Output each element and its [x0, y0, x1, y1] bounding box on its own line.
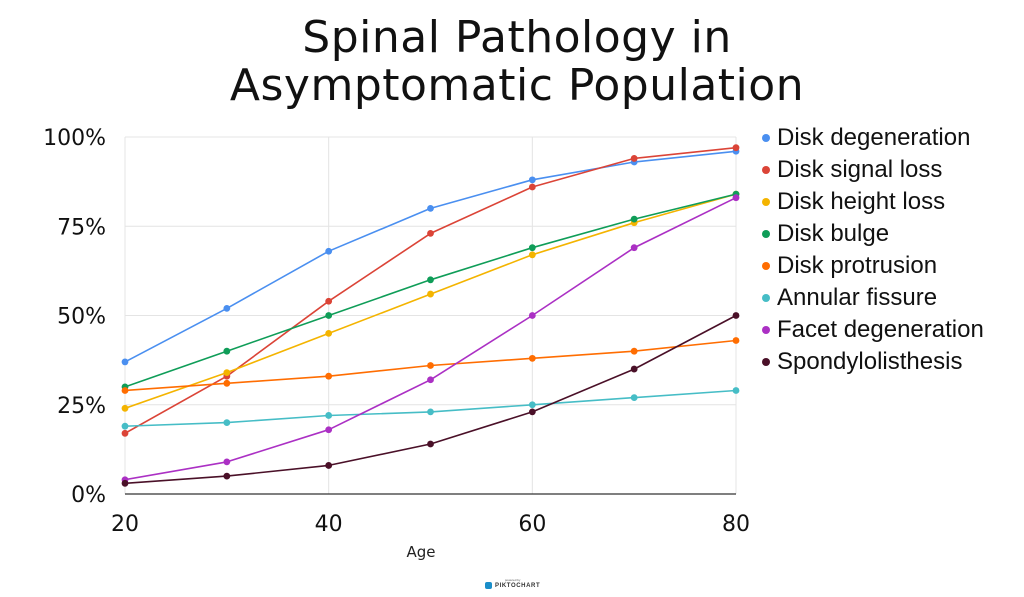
piktochart-wordmark: PIKTOCHART — [495, 582, 541, 589]
legend-label: Spondylolisthesis — [777, 348, 963, 375]
legend-item: Disk degeneration — [762, 122, 984, 154]
legend-marker-icon — [762, 166, 770, 174]
data-point — [121, 404, 129, 412]
data-point — [223, 458, 231, 466]
data-point — [528, 354, 536, 362]
data-point — [732, 387, 740, 394]
data-point — [223, 304, 231, 312]
legend-label: Disk bulge — [777, 220, 890, 247]
data-point — [732, 337, 740, 344]
chart-title-line-1: Spinal Pathology in — [302, 12, 732, 63]
data-point — [732, 312, 740, 319]
legend-item: Disk height loss — [762, 186, 984, 218]
data-point — [325, 462, 333, 469]
data-point — [528, 244, 536, 252]
data-point — [528, 176, 536, 184]
legend-item: Disk bulge — [762, 218, 984, 250]
piktochart-logo-icon — [485, 582, 492, 589]
series-line — [124, 389, 737, 427]
data-point — [223, 379, 231, 387]
x-tick-label: 60 — [518, 512, 546, 537]
y-tick-label: 0% — [71, 483, 106, 508]
series-line — [124, 314, 737, 485]
series-line — [124, 193, 737, 388]
data-point — [325, 426, 333, 434]
data-point — [325, 312, 333, 319]
powered-by-label: powered by — [504, 578, 521, 582]
data-point — [427, 408, 434, 416]
data-point — [528, 312, 536, 319]
piktochart-branding: powered by PIKTOCHART — [485, 578, 540, 589]
legend-label: Facet degeneration — [777, 316, 984, 343]
legend-marker-icon — [762, 358, 770, 366]
data-point — [121, 479, 129, 487]
data-point — [630, 244, 638, 252]
data-point — [121, 387, 129, 394]
data-point — [528, 408, 536, 416]
data-point — [121, 358, 129, 366]
legend-label: Disk degeneration — [777, 124, 971, 151]
data-point — [427, 290, 434, 298]
data-point — [528, 401, 536, 409]
chart-title-line-2: Asymptomatic Population — [229, 60, 805, 111]
data-point — [223, 347, 231, 355]
x-axis-label: Age — [406, 543, 435, 561]
data-point — [427, 276, 434, 284]
legend-marker-icon — [762, 134, 770, 142]
data-point — [630, 347, 638, 355]
series-line — [124, 146, 737, 434]
y-tick-label: 50% — [57, 305, 106, 330]
data-point — [325, 297, 333, 305]
legend-item: Disk protrusion — [762, 250, 984, 282]
legend-item: Disk signal loss — [762, 154, 984, 186]
legend-label: Disk protrusion — [777, 252, 938, 279]
x-tick-label: 20 — [111, 512, 139, 537]
x-tick-label: 40 — [315, 512, 343, 537]
data-point — [223, 419, 231, 426]
data-point — [630, 155, 638, 162]
data-point — [223, 472, 231, 480]
data-point — [528, 183, 536, 191]
x-tick-label: 80 — [722, 512, 750, 537]
series-line — [124, 196, 737, 481]
data-point — [732, 144, 740, 152]
legend-marker-icon — [762, 262, 770, 270]
chart-legend: Disk degeneration Disk signal loss Disk he… — [762, 122, 984, 378]
data-point — [732, 194, 740, 202]
legend-marker-icon — [762, 230, 770, 238]
series-line — [124, 150, 737, 363]
data-point — [427, 440, 434, 448]
chart-title: Spinal Pathology in Asymptomatic Populat… — [0, 14, 1024, 110]
data-point — [630, 394, 638, 402]
legend-marker-icon — [762, 198, 770, 206]
data-point — [325, 329, 333, 337]
legend-marker-icon — [762, 326, 770, 334]
data-point — [630, 365, 638, 373]
legend-label: Annular fissure — [777, 284, 938, 311]
data-point — [121, 429, 129, 437]
data-point — [121, 422, 129, 430]
data-point — [630, 215, 638, 223]
legend-item: Annular fissure — [762, 282, 984, 314]
legend-item: Facet degeneration — [762, 314, 984, 346]
data-point — [528, 251, 536, 259]
data-point — [427, 376, 434, 384]
data-point — [427, 229, 434, 237]
data-point — [325, 372, 333, 380]
legend-label: Disk height loss — [777, 188, 946, 215]
data-point — [427, 362, 434, 369]
data-point — [325, 412, 333, 419]
data-point — [223, 369, 231, 377]
y-tick-label: 75% — [57, 215, 106, 240]
legend-marker-icon — [762, 294, 770, 302]
y-tick-label: 100% — [43, 126, 106, 151]
data-point — [325, 247, 333, 255]
legend-label: Disk signal loss — [777, 156, 943, 183]
data-point — [427, 205, 434, 212]
y-tick-label: 25% — [57, 394, 106, 419]
legend-item: Spondylolisthesis — [762, 346, 984, 378]
